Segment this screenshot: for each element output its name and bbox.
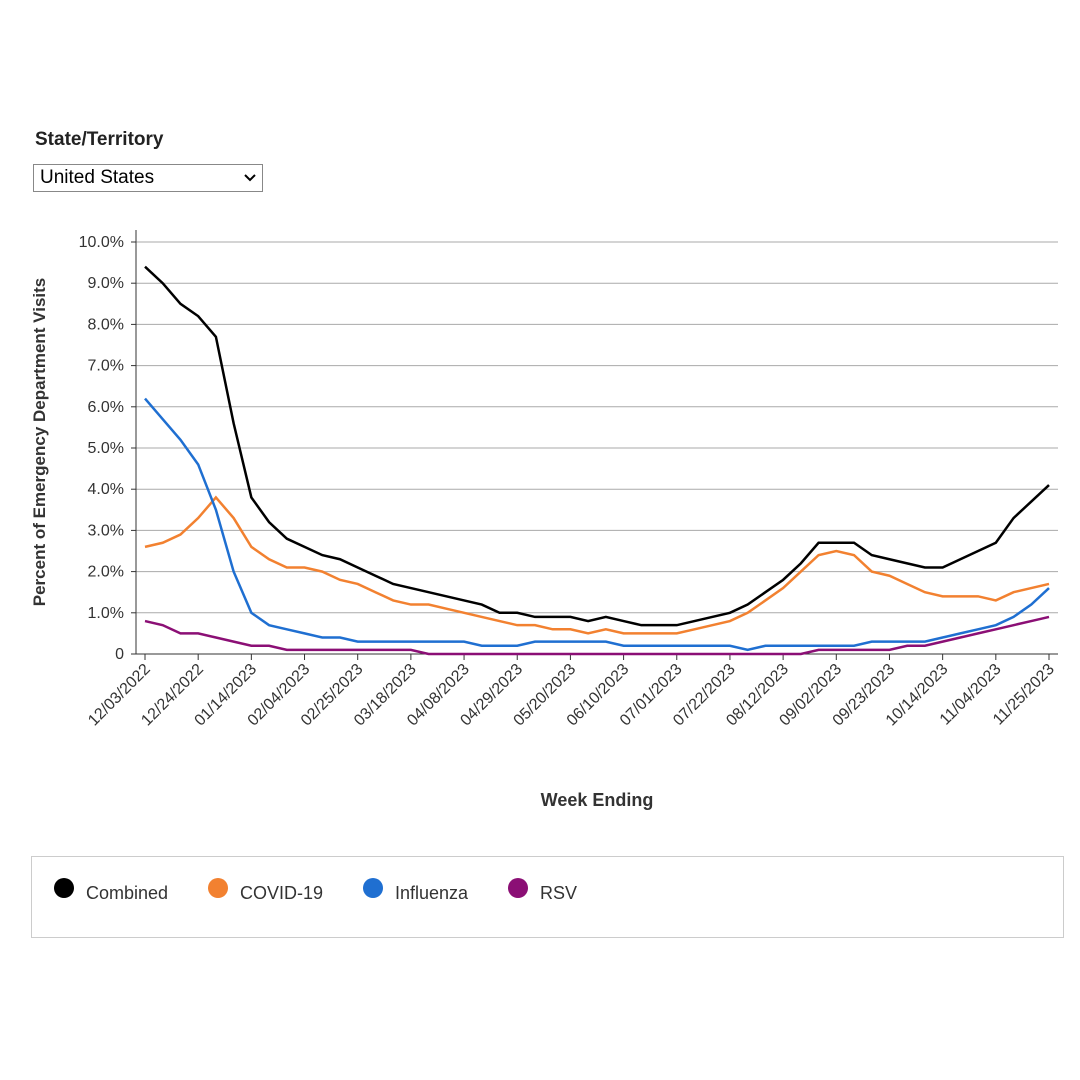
y-tick-label: 9.0% xyxy=(88,275,124,292)
series-line xyxy=(144,265,1050,627)
y-axis-title: Percent of Emergency Department Visits xyxy=(30,278,49,606)
legend-marker xyxy=(508,878,528,898)
legend-label: Combined xyxy=(86,883,168,903)
y-tick-label: 0 xyxy=(115,646,124,663)
series-line xyxy=(144,615,1050,656)
y-tick-label: 2.0% xyxy=(88,564,124,581)
dropdown-arrow xyxy=(244,174,256,182)
y-tick-label: 4.0% xyxy=(88,481,124,498)
chart: 0 1.0% 2.0% 3.0% 4.0% 5.0% 6.0% 7.0% 8.0% 9.0% 10.… xyxy=(30,230,1058,810)
control-label: State/Territory xyxy=(35,129,164,150)
y-tick-label: 5.0% xyxy=(88,440,124,457)
legend-marker xyxy=(208,878,228,898)
legend-label: Influenza xyxy=(395,883,469,903)
y-tick-label: 6.0% xyxy=(88,399,124,416)
selected-option: United States xyxy=(40,167,155,188)
legend-marker xyxy=(363,878,383,898)
x-axis-title: Week Ending xyxy=(541,790,654,810)
y-tick-label: 1.0% xyxy=(88,605,124,622)
legend-marker xyxy=(54,878,74,898)
legend-label: RSV xyxy=(540,883,577,903)
legend: Combined COVID-19 Influenza RSV xyxy=(31,856,1064,938)
series-line xyxy=(144,495,1050,635)
legend-items: Combined COVID-19 Influenza RSV xyxy=(54,878,577,903)
y-tick-label: 7.0% xyxy=(88,358,124,375)
y-tick-label: 10.0% xyxy=(79,234,124,251)
y-tick-label: 3.0% xyxy=(88,522,124,539)
series-line xyxy=(144,397,1050,652)
y-tick-label: 8.0% xyxy=(88,316,124,333)
legend-label: COVID-19 xyxy=(240,883,323,903)
state-select[interactable]: United States xyxy=(33,164,263,192)
